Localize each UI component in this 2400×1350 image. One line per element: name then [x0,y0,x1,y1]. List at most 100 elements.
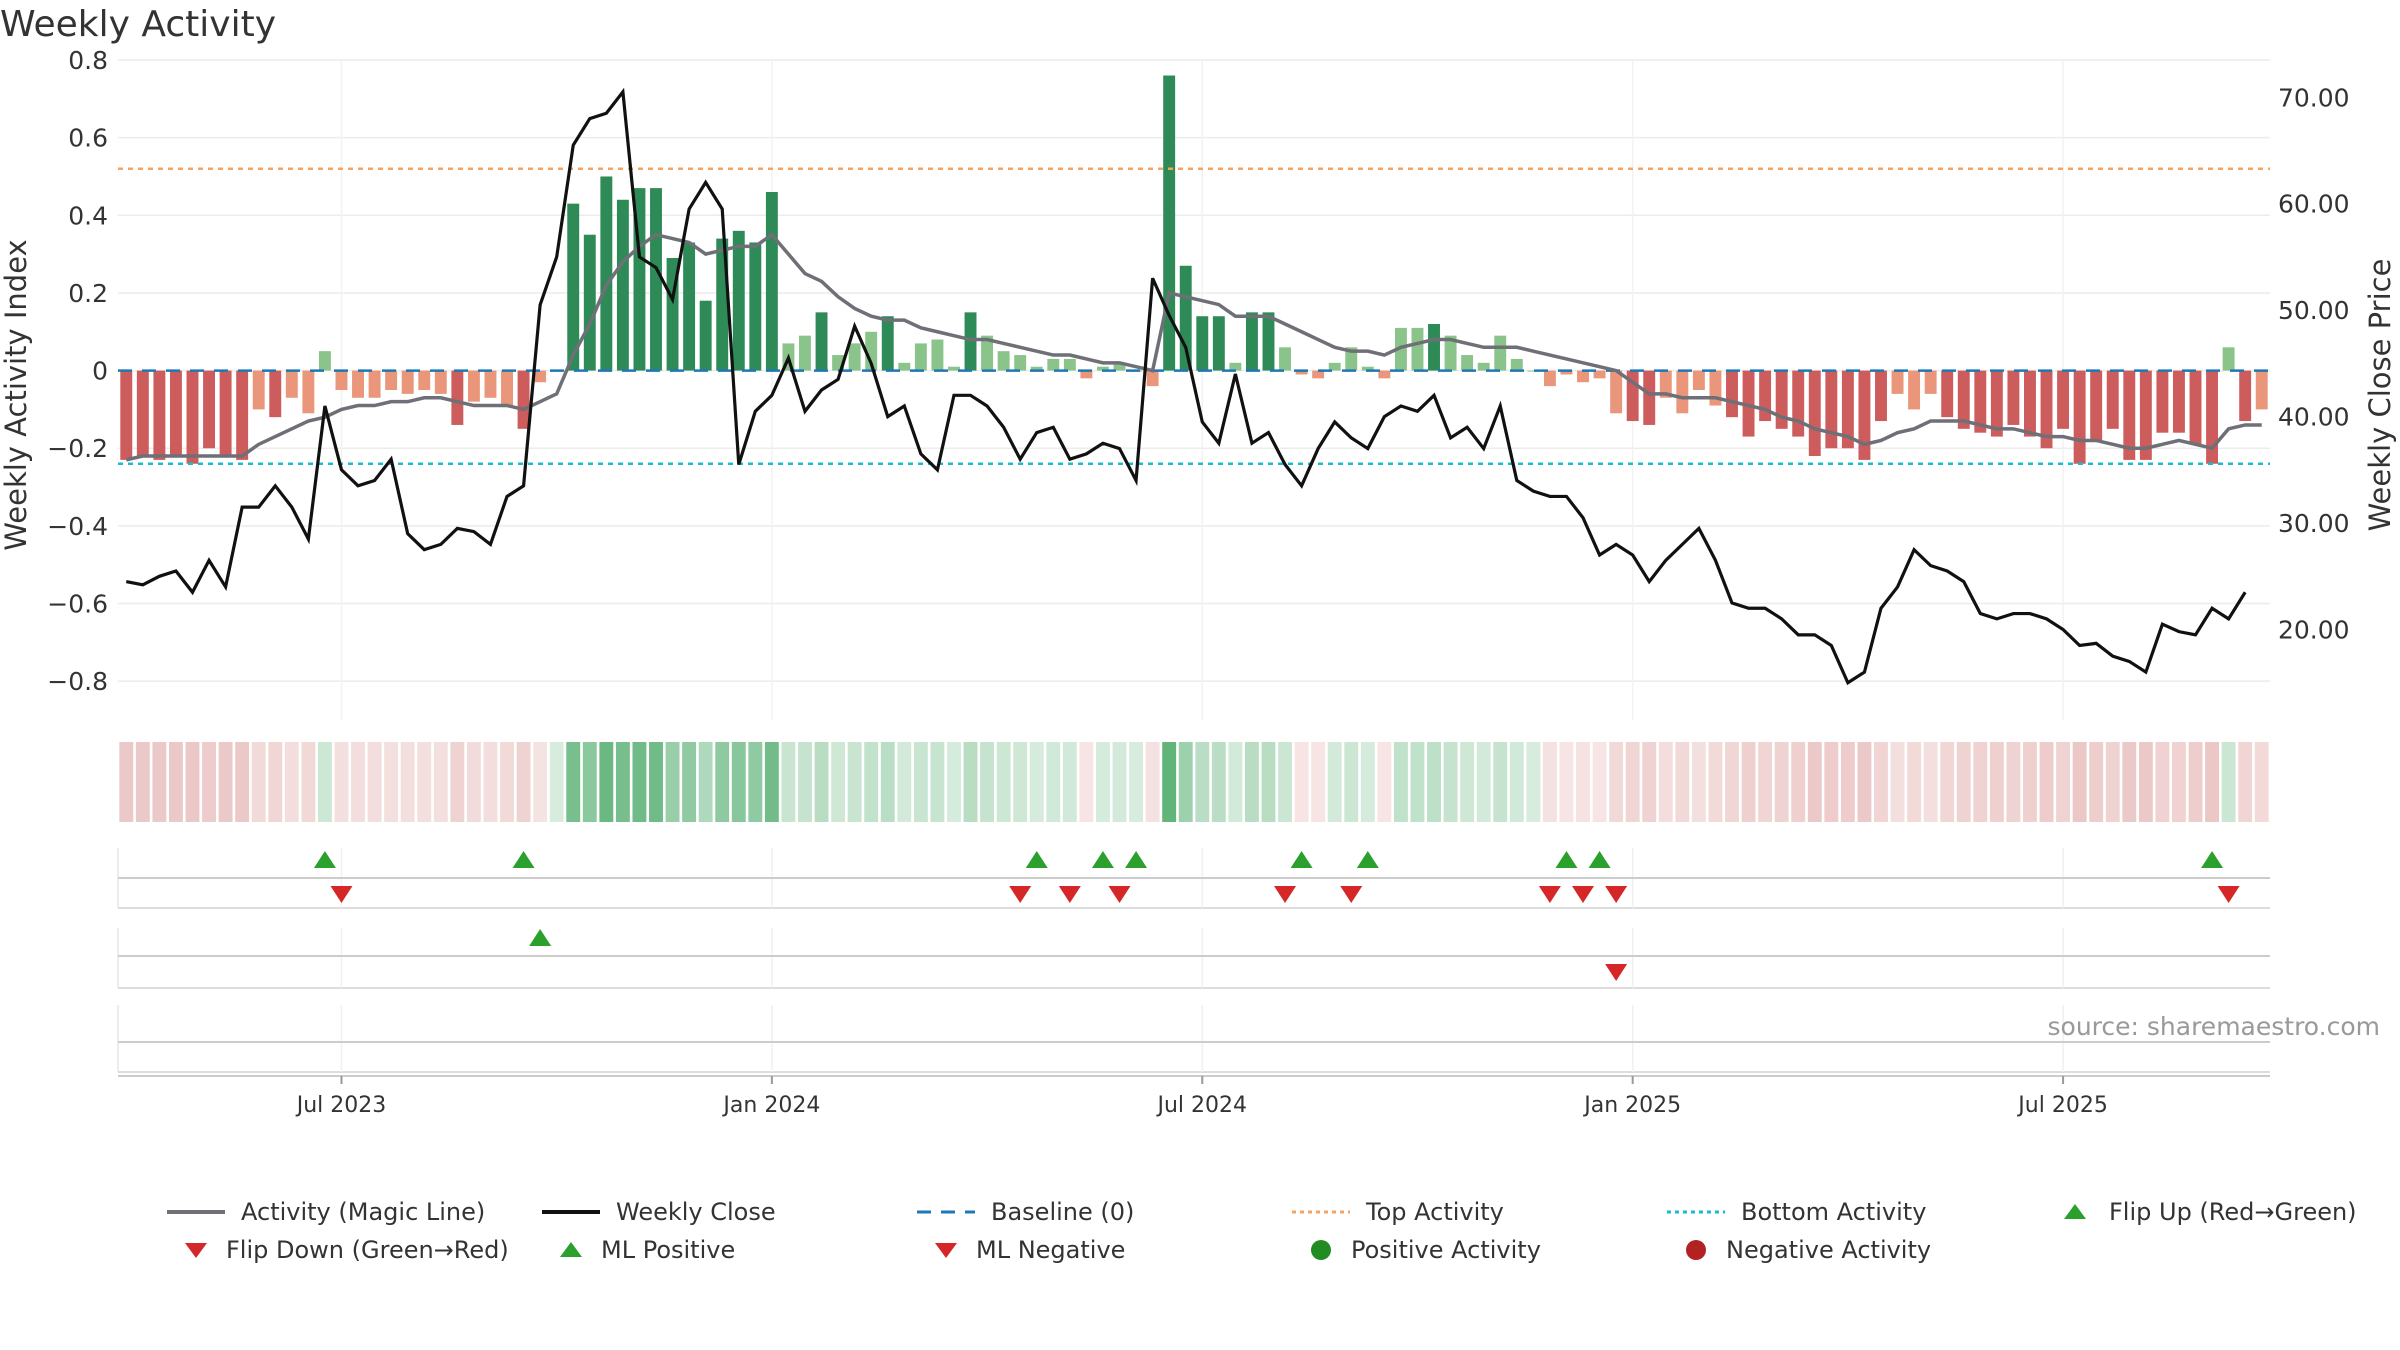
activity-bar [2172,370,2185,433]
heat-cell [1013,742,1028,822]
heat-cell [1427,742,1441,822]
heat-cell [2172,742,2186,822]
activity-bar [2239,370,2252,422]
activity-bar [2106,370,2119,429]
activity-bar [1063,358,1076,371]
y2-axis: 70.00 60.00 50.00 40.00 30.00 20.00 [2278,83,2350,644]
heat-cell [1675,742,1690,822]
activity-bar [1444,335,1457,371]
heat-cell [466,742,481,822]
flip-up-marker [1125,851,1148,868]
legend-item-baseline: Baseline (0) [915,1198,1134,1226]
heat-cell [1079,742,1094,822]
legend-swatch-bottom-activity [1667,1210,1725,1214]
legend-item-bottom-activity: Bottom Activity [1665,1198,1926,1226]
legend-swatch-weekly-close [542,1210,600,1214]
heat-cell [930,742,945,822]
heat-cell [1708,742,1723,822]
activity-bar [981,335,994,371]
heat-cell [1377,742,1392,822]
heat-cell [897,742,912,822]
heat-cell [433,742,448,822]
heat-cell [1112,742,1127,822]
heat-cell [1840,742,1855,822]
y2-tick-label: 50.00 [2278,296,2350,325]
activity-bar [2024,370,2036,437]
activity-bar [219,370,232,456]
flip-up-marker [1091,851,1114,868]
heat-cell [367,742,382,822]
legend-item-ml-positive: ML Positive [555,1236,735,1264]
activity-bar [1179,265,1192,371]
activity-bar [1560,370,1573,375]
series-lines [125,87,2262,686]
flip-down-marker [1340,886,1363,903]
flip-down-marker [1605,886,1628,903]
heat-cell [1857,742,1872,822]
heat-cell [284,742,299,822]
heat-cell [152,742,167,822]
heat-cell [1261,742,1276,822]
flip-down-marker [1274,886,1297,903]
activity-bar [2206,370,2219,464]
activity-bar [1825,370,1838,449]
heat-cell [1162,742,1177,822]
heat-cell [2039,742,2054,822]
activity-bar [997,351,1010,371]
activity-bar [1577,370,1589,383]
heat-cell [235,742,250,822]
heat-cell [2006,742,2021,822]
activity-bar [302,370,315,414]
heat-cell [334,742,349,822]
heat-cell [980,742,995,822]
legend-swatch-negative-activity [1686,1240,1706,1260]
y-tick-label: 0 [92,357,108,386]
activity-bar [1510,358,1523,371]
activity-bar [799,335,811,371]
activity-bar [1461,355,1474,371]
activity-bar [964,312,977,371]
heat-cell [1129,742,1144,822]
y2-tick-label: 60.00 [2278,190,2350,219]
flip-down-marker [1538,886,1561,903]
activity-bar [1941,370,1954,418]
flip-down-marker [2217,886,2240,903]
activity-bar [1643,370,1656,425]
flip-up-marker [1356,851,1379,868]
activity-bar [914,343,927,371]
activity-bar [2189,370,2202,445]
activity-bar [1312,370,1325,379]
activity-bar [683,242,696,371]
heat-cell [748,742,763,822]
activity-bar [285,370,298,398]
legend-label-positive-activity: Positive Activity [1351,1236,1541,1264]
activity-bar [1742,370,1755,437]
activity-bar [1279,347,1292,371]
heat-cell [2238,742,2253,822]
x-axis: Jul 2023 Jan 2024 Jul 2024 Jan 2025 Jul 2025 [118,1075,2270,1118]
activity-bar [832,355,845,371]
y-tick-label: 0.2 [68,279,108,308]
legend-label-ml-negative: ML Negative [976,1236,1126,1264]
flip-down-marker [1572,886,1595,903]
heat-cell [1327,742,1342,822]
activity-bar [848,343,861,371]
heat-cell [1989,742,2004,822]
heat-cell [450,742,465,822]
activity-bar [368,370,381,398]
legend-label-magic-line: Activity (Magic Line) [241,1198,486,1226]
activity-bar [583,234,596,371]
activity-bar [815,312,828,371]
heat-cell [483,742,498,822]
activity-bar [1196,316,1209,371]
flip-up-marker [2201,851,2224,868]
activity-bar [2007,370,2020,425]
heat-cell [1393,742,1408,822]
magic-line [125,232,2262,462]
heat-cell [119,742,134,822]
heat-cell [417,742,432,822]
activity-bar [236,370,249,460]
heat-cell [185,742,200,822]
legend: Activity (Magic Line) Weekly Close Basel… [150,1198,2400,1308]
